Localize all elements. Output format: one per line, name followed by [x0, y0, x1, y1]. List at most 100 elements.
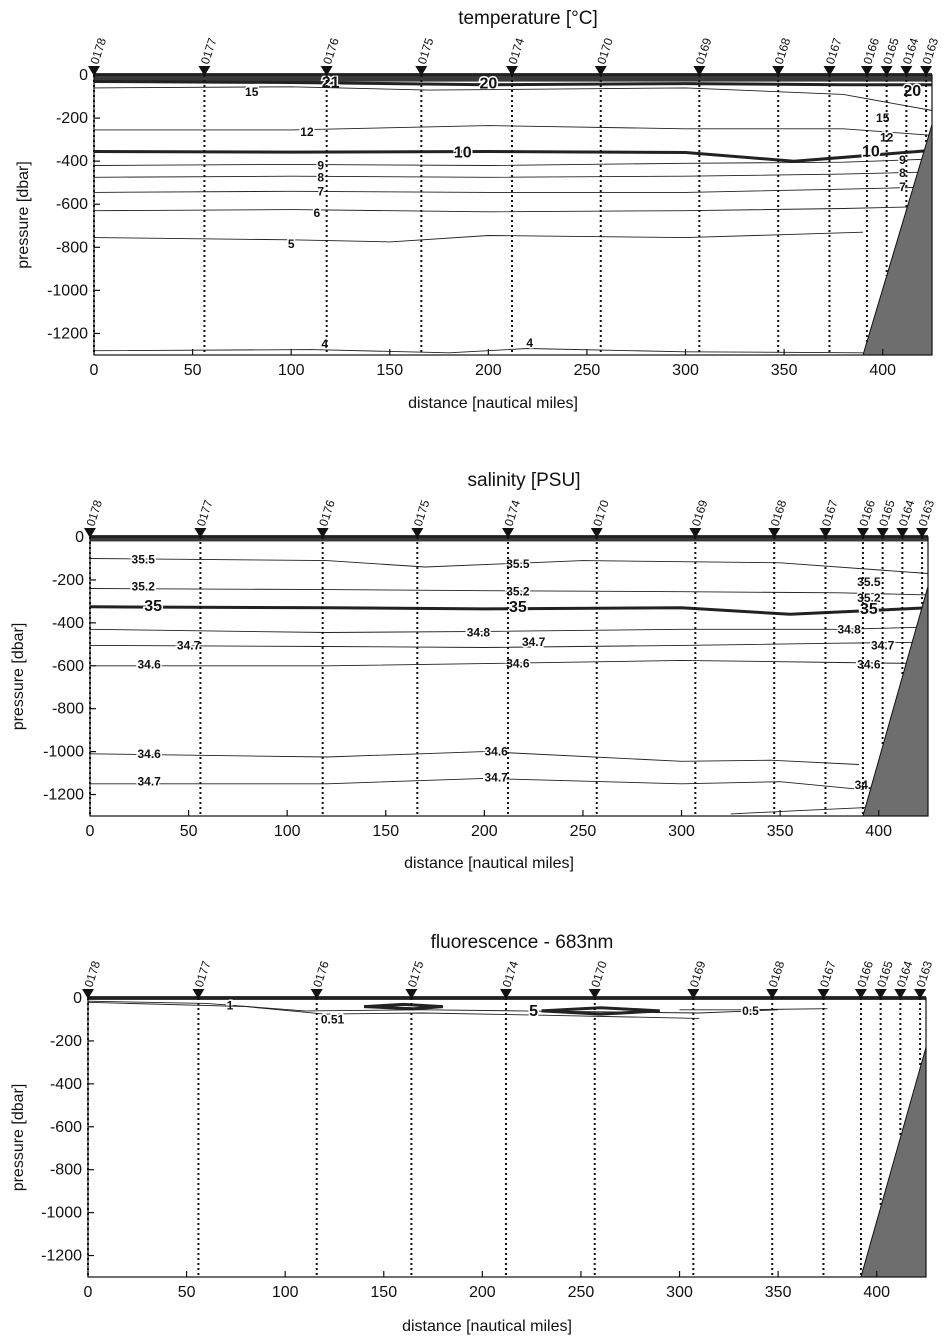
fluorescence-x-tick-label: 50: [178, 1284, 196, 1301]
temperature-station-label: 0177: [198, 36, 220, 66]
temperature-station-marker: [506, 66, 519, 76]
fluorescence-y-tick-label: -800: [50, 1162, 82, 1179]
salinity-contour-label: 35: [144, 598, 162, 615]
fluorescence-panel: fluorescence - 683nm distance [nautical …: [10, 932, 935, 1335]
temperature-contour-label: 21: [322, 75, 340, 92]
salinity-y-tick-label: -200: [52, 572, 84, 589]
salinity-station-marker: [590, 528, 603, 538]
temperature-surface-band: [94, 73, 932, 82]
fluorescence-x-tick-label: 350: [765, 1284, 792, 1301]
temperature-station-marker: [693, 66, 706, 76]
salinity-contour-5: [90, 659, 929, 667]
temperature-station-marker: [320, 66, 333, 76]
temperature-contour-9: [93, 348, 864, 354]
temperature-plot-frame: [93, 74, 933, 356]
temperature-contour-8: [93, 231, 864, 243]
fluorescence-station-marker: [310, 989, 323, 999]
temperature-station-label: 0176: [320, 36, 342, 66]
salinity-contour-label: 34.8: [837, 622, 861, 636]
temperature-x-tick-label: 200: [475, 362, 502, 379]
salinity-contour-label: 35: [509, 599, 527, 616]
temperature-station-label: 0175: [415, 36, 437, 66]
temperature-contour-label: 9: [899, 153, 906, 167]
fluorescence-station-marker: [854, 989, 867, 999]
salinity-station-label: 0168: [768, 498, 790, 528]
salinity-x-tick-label: 50: [180, 823, 198, 840]
fluorescence-station-label: 0176: [310, 959, 332, 989]
temperature-contour-label: 6: [313, 206, 320, 220]
salinity-x-tick-label: 100: [274, 823, 301, 840]
salinity-contour-label: 34.7: [522, 635, 546, 649]
salinity-y-tick-label: -400: [52, 615, 84, 632]
salinity-station-label: 0176: [316, 498, 338, 528]
temperature-contour-label: 7: [317, 184, 324, 198]
salinity-contour-label: 34.8: [467, 626, 491, 640]
fluorescence-contour-4: [541, 1006, 660, 1016]
temperature-title: temperature [°C]: [458, 8, 598, 29]
salinity-contour-0: [89, 558, 929, 574]
salinity-xlabel: distance [nautical miles]: [404, 855, 574, 872]
temperature-contour-0: [93, 80, 932, 87]
salinity-contour-label: 34.7: [137, 775, 161, 789]
salinity-station-marker: [689, 528, 702, 538]
salinity-x-tick-label: 200: [471, 823, 498, 840]
fluorescence-station-marker: [82, 989, 94, 999]
temperature-contour-label: 20: [479, 76, 497, 93]
salinity-contour-label: 34.7: [485, 770, 509, 784]
salinity-station-label: 0169: [689, 498, 711, 528]
fluorescence-station-marker: [894, 989, 907, 999]
fluorescence-x-tick-label: 300: [666, 1284, 693, 1301]
fluorescence-station-label: 0167: [817, 959, 839, 989]
salinity-station-marker: [876, 528, 889, 538]
fluorescence-station-marker: [874, 989, 887, 999]
salinity-contour-7: [90, 777, 869, 791]
fluorescence-station-marker: [766, 989, 779, 999]
salinity-contour-label: 34.7: [871, 638, 895, 652]
salinity-contour-2: [89, 605, 929, 616]
temperature-y-tick-label: -800: [56, 239, 88, 256]
temperature-station-label: 0170: [594, 36, 616, 66]
salinity-contour-label: 34.: [855, 778, 872, 792]
salinity-contour-label: 35.2: [506, 585, 530, 599]
temperature-contour-5: [93, 171, 933, 178]
salinity-plot-frame: [89, 536, 929, 817]
temperature-ylabel: pressure [dbar]: [15, 161, 32, 269]
temperature-contour-7: [93, 205, 933, 213]
salinity-station-marker: [411, 528, 424, 538]
salinity-station-label: 0167: [819, 498, 841, 528]
salinity-y-tick-label: -1000: [43, 744, 84, 761]
salinity-contour-3: [89, 626, 929, 633]
salinity-station-marker: [916, 528, 929, 538]
temperature-station-label: 0163: [920, 36, 942, 66]
fluorescence-station-marker: [687, 989, 700, 999]
temperature-station-marker: [920, 66, 933, 76]
salinity-station-label: 0170: [590, 498, 612, 528]
fluorescence-contour-label: 1: [227, 999, 234, 1013]
temperature-contour-label: 5: [288, 237, 295, 251]
fluorescence-contour-label: 0.5: [742, 1004, 759, 1018]
fluorescence-station-label: 0169: [687, 959, 709, 989]
salinity-station-marker: [768, 528, 781, 538]
temperature-x-tick-label: 250: [574, 362, 601, 379]
salinity-y-tick-label: 0: [75, 529, 84, 546]
temperature-x-tick-label: 400: [869, 362, 896, 379]
temperature-station-marker: [823, 66, 836, 76]
salinity-contour-label: 35: [860, 601, 878, 618]
salinity-station-marker: [819, 528, 832, 538]
temperature-x-tick-label: 100: [278, 362, 305, 379]
fluorescence-x-tick-label: 200: [469, 1284, 496, 1301]
salinity-title: salinity [PSU]: [468, 470, 581, 491]
salinity-contour-label: 34.6: [857, 658, 881, 672]
fluorescence-station-label: 0178: [82, 959, 104, 989]
temperature-station-label: 0174: [506, 36, 528, 66]
salinity-contour-label: 35.2: [132, 579, 156, 593]
fluorescence-x-tick-label: 100: [272, 1284, 299, 1301]
salinity-ylabel: pressure [dbar]: [10, 623, 27, 731]
temperature-station-label: 0165: [880, 36, 902, 66]
temperature-y-tick-label: -200: [56, 110, 88, 127]
salinity-contour-label: 34.6: [506, 657, 530, 671]
salinity-station-marker: [502, 528, 515, 538]
fluorescence-station-label: 0164: [894, 959, 916, 989]
temperature-contour-3: [93, 148, 933, 163]
temperature-contour-label: 7: [899, 180, 906, 194]
